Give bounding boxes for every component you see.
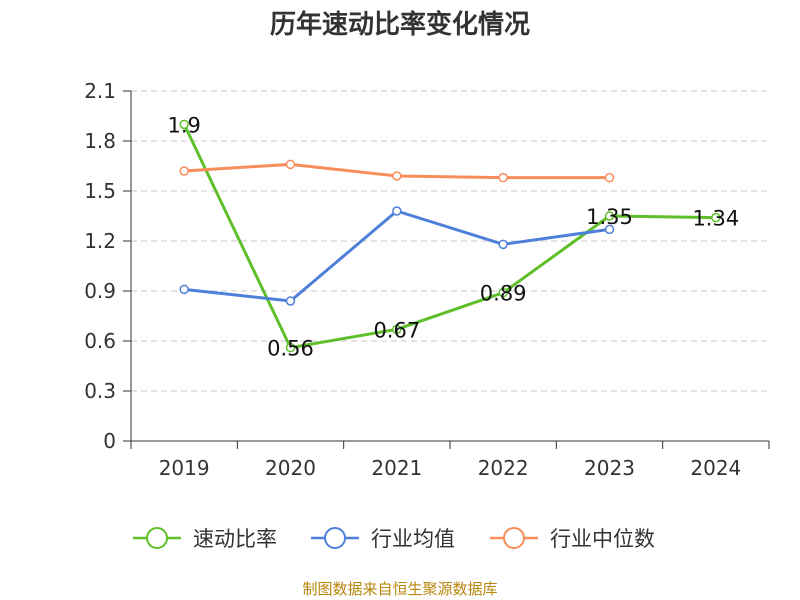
series-point-1 [285, 296, 296, 306]
series-point-1 [604, 224, 615, 235]
data-label: 0.56 [267, 337, 314, 361]
legend-marker-0 [146, 527, 168, 549]
axes: 0 0.3 0.6 0.9 1.2 1.5 1.8 2.1 2019 2020 2021 2022 20… [84, 79, 770, 480]
data-label: 1.35 [586, 205, 633, 229]
x-tick-label: 2024 [690, 456, 741, 480]
series-point-2 [285, 159, 296, 170]
series-point-2 [179, 166, 189, 176]
series-layer [179, 119, 721, 353]
x-tick-label: 2019 [159, 456, 210, 480]
legend-label-2: 行业中位数 [550, 527, 655, 551]
x-tick-label: 2020 [265, 456, 316, 480]
series-point-0 [604, 211, 615, 221]
source-note: 制图数据来自恒生聚源数据库 [302, 580, 497, 598]
series-line-0 [182, 123, 716, 350]
y-tick-label: 1.2 [84, 229, 116, 253]
series-point-2 [498, 172, 508, 183]
series-point-0 [392, 324, 402, 335]
chart-title: 历年速动比率变化情况 [270, 9, 530, 40]
data-label: 0.89 [480, 282, 527, 306]
data-label: 1.9 [167, 113, 200, 137]
x-tick-label: 2022 [478, 456, 529, 480]
series-point-1 [179, 284, 189, 295]
y-tick-label: 0.6 [84, 329, 116, 353]
legend-label-1: 行业均值 [371, 527, 455, 551]
series-point-0 [285, 342, 296, 353]
data-labels: 1.9 0.56 0.67 0.89 1.35 1.34 [167, 113, 739, 360]
grid [131, 90, 769, 392]
y-tick-label: 0 [103, 429, 116, 453]
x-tick-label: 2021 [371, 456, 422, 480]
y-tick-label: 1.8 [84, 129, 116, 153]
series-point-2 [392, 171, 402, 181]
y-tick-label: 0.3 [84, 379, 116, 403]
legend-marker-1 [324, 527, 346, 549]
y-tick-label: 2.1 [84, 79, 116, 103]
y-tick-label: 1.5 [84, 179, 116, 203]
data-label: 1.34 [692, 207, 739, 231]
series-point-0 [498, 287, 508, 298]
series-point-1 [392, 206, 402, 216]
legend-label-0: 速动比率 [193, 527, 277, 551]
legend-marker-2 [503, 527, 525, 549]
x-tick-label: 2023 [584, 456, 635, 480]
legend: 速动比率 行业均值 行业中位数 [133, 527, 655, 551]
y-tick-label: 0.9 [84, 279, 116, 303]
data-label: 0.67 [373, 318, 420, 342]
series-point-0 [179, 119, 189, 130]
series-point-2 [604, 172, 615, 183]
series-point-0 [711, 212, 721, 223]
series-point-1 [498, 239, 508, 250]
